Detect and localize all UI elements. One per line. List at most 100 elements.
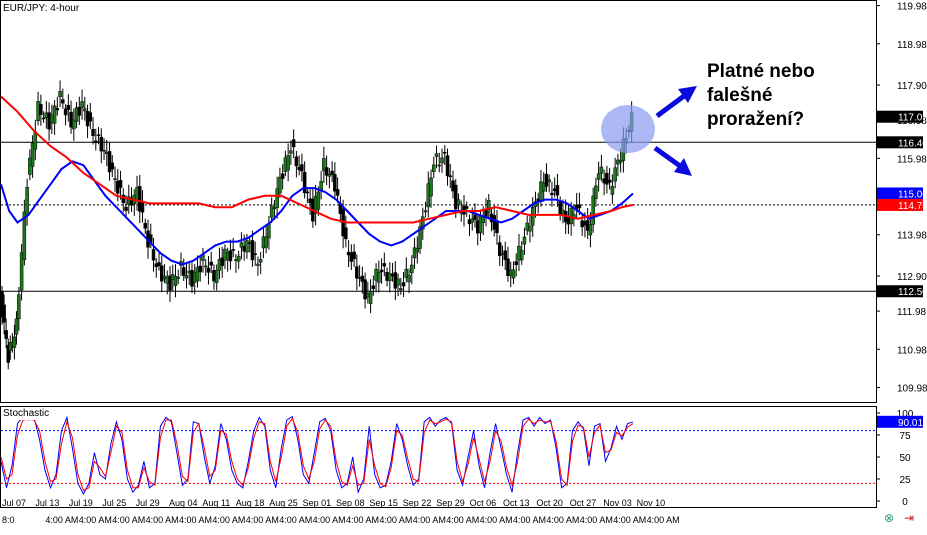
candle-body bbox=[91, 128, 95, 137]
candle-body bbox=[382, 263, 387, 267]
candle-body bbox=[168, 275, 172, 291]
candle-body bbox=[66, 104, 71, 110]
arrow-up-icon bbox=[655, 86, 697, 119]
candle-body bbox=[80, 101, 84, 108]
candle-body bbox=[305, 191, 310, 194]
date-axis-label: Jul 07 bbox=[2, 498, 26, 508]
candle-body bbox=[541, 182, 546, 192]
candle-body bbox=[528, 226, 532, 232]
candle-body bbox=[206, 267, 211, 273]
time-axis-label: 4:00 AM bbox=[613, 515, 646, 525]
time-axis-label: 4:00 AM bbox=[45, 515, 78, 525]
candle-body bbox=[371, 285, 376, 290]
candle-body bbox=[124, 206, 128, 211]
candle-body bbox=[269, 205, 274, 218]
candle-body bbox=[481, 216, 485, 224]
date-axis-label: Aug 18 bbox=[236, 498, 265, 508]
candle-body bbox=[83, 108, 87, 112]
candle-body bbox=[396, 278, 400, 286]
stochastic-axis-label: 0 bbox=[902, 497, 908, 508]
date-axis-label: Jul 25 bbox=[102, 498, 126, 508]
candle-body bbox=[327, 174, 332, 177]
candle-body bbox=[522, 236, 527, 245]
date-axis-label: Jul 19 bbox=[69, 498, 93, 508]
time-axis-label: 4:00 AM bbox=[413, 515, 446, 525]
candle-body bbox=[363, 279, 367, 300]
candle-body bbox=[228, 250, 233, 262]
candle-body bbox=[4, 330, 8, 339]
candle-body bbox=[77, 106, 82, 116]
candle-body bbox=[72, 119, 76, 130]
time-axis-label: 4:00 AM bbox=[546, 515, 579, 525]
date-axis-label: Oct 13 bbox=[503, 498, 530, 508]
arrow-down-icon bbox=[653, 145, 692, 176]
candle-body bbox=[465, 206, 469, 209]
candle-body bbox=[176, 276, 180, 279]
candle-body bbox=[14, 318, 19, 335]
candle-body bbox=[69, 111, 73, 128]
candle-body bbox=[143, 222, 148, 229]
close-icon[interactable]: ⇥ bbox=[904, 511, 915, 525]
candle-body bbox=[33, 131, 38, 150]
stochastic-line-1 bbox=[0, 417, 634, 492]
candle-body bbox=[519, 250, 524, 261]
candle-body bbox=[344, 227, 348, 240]
time-axis-label: 4:00 AM bbox=[279, 515, 312, 525]
candle-body bbox=[368, 290, 373, 304]
candle-body bbox=[52, 105, 57, 124]
candle-body bbox=[530, 206, 535, 226]
candle-body bbox=[610, 185, 615, 195]
price-value-box bbox=[877, 187, 923, 200]
date-axis-label: Jul 29 bbox=[136, 498, 160, 508]
time-axis-label: 4:00 AM bbox=[212, 515, 245, 525]
candle-body bbox=[88, 112, 93, 122]
time-axis-label: 4:00 AM bbox=[446, 515, 479, 525]
candle-body bbox=[410, 264, 414, 274]
time-axis-label: 4:00 AM bbox=[346, 515, 379, 525]
price-axis-label: 112.90 bbox=[897, 272, 927, 283]
candle-body bbox=[470, 218, 475, 223]
candle-body bbox=[25, 187, 29, 215]
candle-body bbox=[547, 179, 551, 183]
candle-body bbox=[231, 249, 235, 251]
candle-body bbox=[401, 282, 406, 287]
stochastic-axis-label: 75 bbox=[899, 431, 911, 442]
link-icon[interactable]: ⊗ bbox=[884, 511, 895, 525]
candle-body bbox=[272, 207, 277, 210]
candle-body bbox=[107, 151, 112, 173]
candle-body bbox=[330, 170, 334, 175]
annotation-line-2: falešné bbox=[707, 85, 773, 106]
candle-body bbox=[138, 186, 142, 212]
candle-body bbox=[267, 224, 271, 239]
price-value-box bbox=[877, 136, 923, 149]
candle-body bbox=[473, 214, 477, 220]
breakout-highlight-circle bbox=[601, 105, 655, 153]
candle-body bbox=[6, 344, 10, 363]
candle-body bbox=[289, 150, 293, 154]
candle-body bbox=[99, 136, 104, 152]
price-value-label: 114.76 bbox=[898, 201, 927, 212]
price-axis-label: 111.98 bbox=[897, 307, 927, 318]
time-axis-label: 4:00 AM bbox=[79, 515, 112, 525]
chart-title: EUR/JPY: 4-hour bbox=[2, 3, 81, 15]
stochastic-pane bbox=[0, 406, 877, 508]
time-axis-label: 4:00 AM bbox=[112, 515, 145, 525]
candle-body bbox=[591, 195, 595, 225]
time-axis-label: 4:00 AM bbox=[647, 515, 680, 525]
candle-body bbox=[352, 251, 356, 260]
candle-body bbox=[294, 156, 299, 167]
price-value-label: 112.50 bbox=[898, 287, 927, 298]
candle-body bbox=[278, 176, 282, 194]
time-axis-label: 8:0 bbox=[2, 515, 15, 525]
candle-body bbox=[388, 273, 392, 282]
candle-body bbox=[404, 268, 409, 278]
candle-body bbox=[421, 216, 425, 230]
time-axis-label: 4:00 AM bbox=[513, 515, 546, 525]
candle-body bbox=[61, 99, 65, 104]
time-axis-label: 4:00 AM bbox=[580, 515, 613, 525]
candle-body bbox=[605, 172, 609, 185]
date-axis-label: Oct 20 bbox=[536, 498, 563, 508]
candle-body bbox=[594, 185, 598, 200]
candle-body bbox=[437, 164, 442, 167]
price-axis-label: 113.98 bbox=[897, 231, 927, 242]
